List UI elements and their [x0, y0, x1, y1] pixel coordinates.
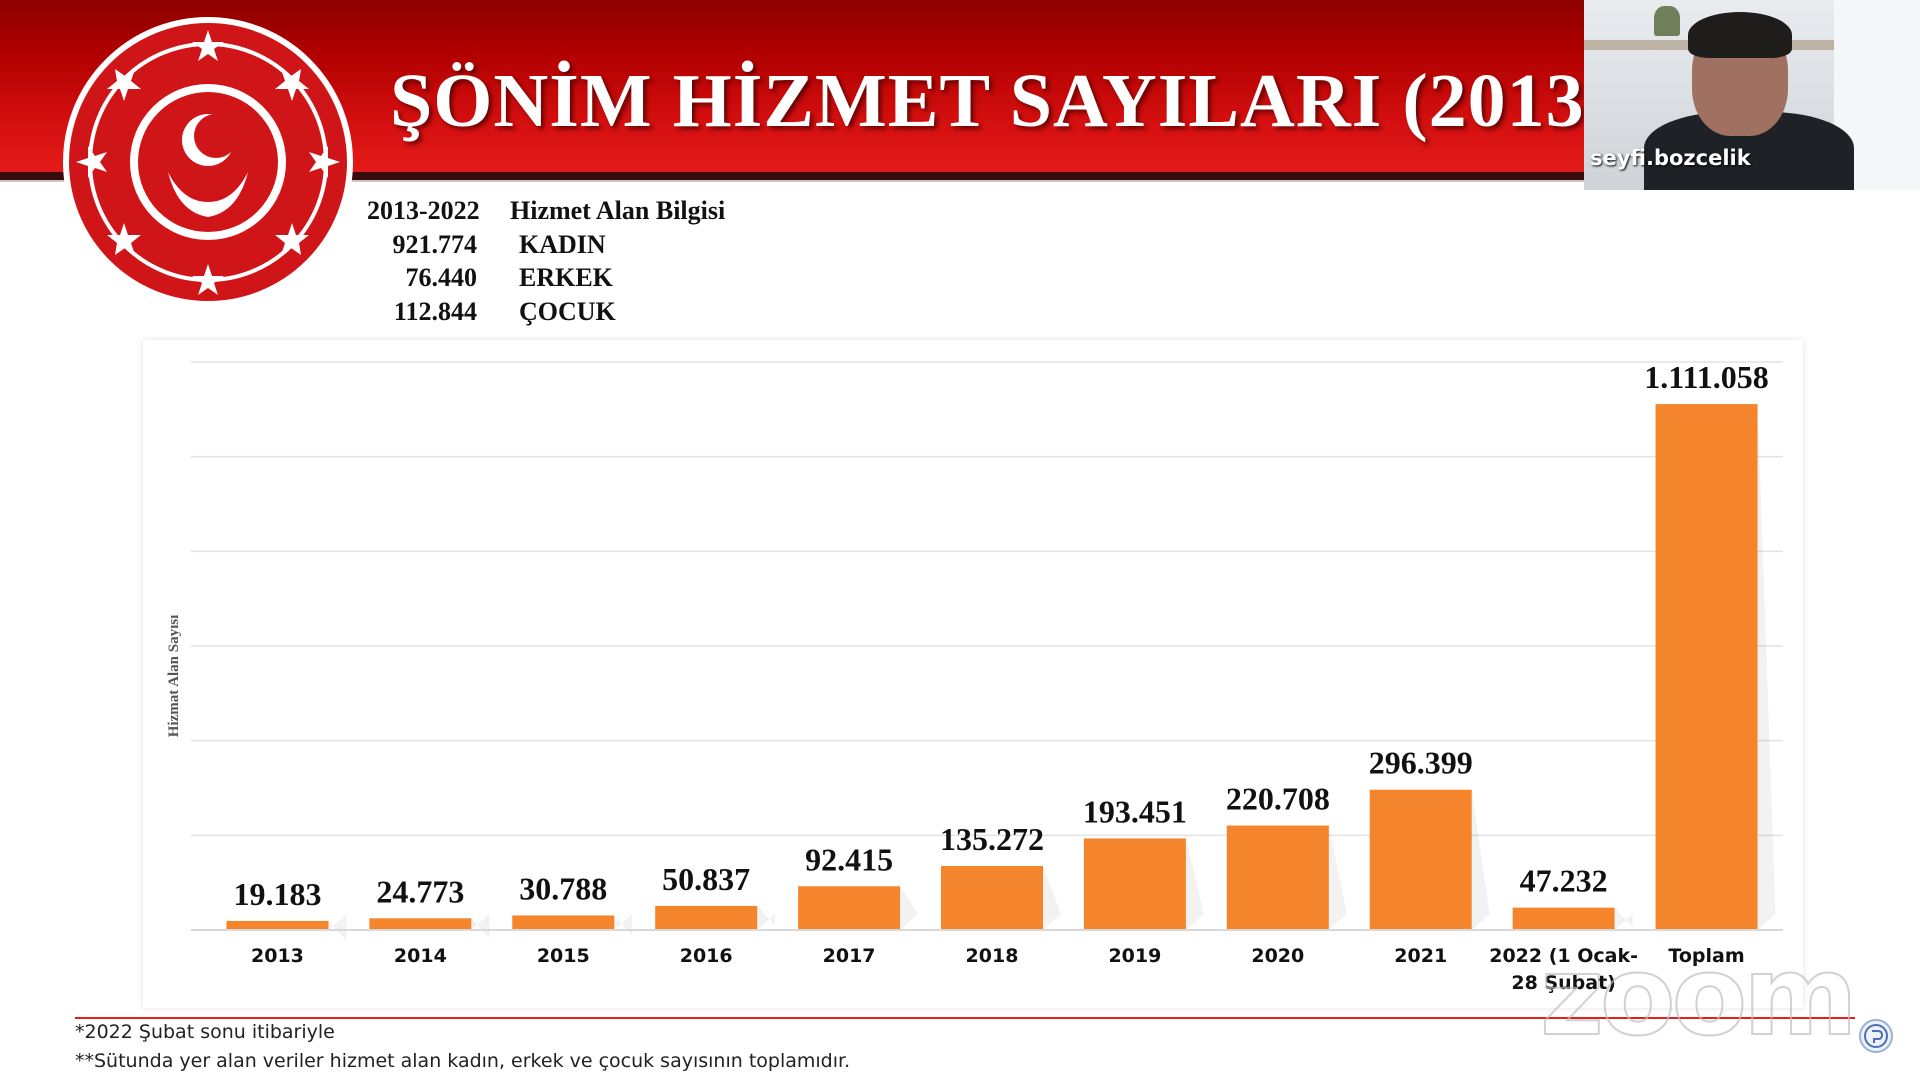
data-label: 30.788: [519, 870, 607, 906]
banner-divider: [0, 172, 1920, 180]
participant-hair: [1688, 12, 1792, 58]
info-label-cocuk: ÇOCUK: [519, 297, 616, 326]
bar-shadow: [1185, 838, 1204, 930]
x-tick-label: 2015: [537, 945, 590, 967]
bar-shadow: [1614, 907, 1633, 930]
x-tick-label: 2022 (1 Ocak-: [1489, 945, 1638, 967]
data-label: 296.399: [1369, 745, 1473, 781]
info-value-kadin: 921.774: [392, 230, 478, 259]
bar: [1083, 838, 1186, 930]
zoom-corner-icon[interactable]: [1858, 1018, 1894, 1054]
x-tick-label: 2016: [680, 945, 733, 967]
data-label: 47.232: [1520, 863, 1608, 899]
bar: [226, 920, 329, 930]
bar: [1655, 404, 1758, 930]
data-label: 193.451: [1083, 793, 1187, 829]
info-header-label: Hizmet Alan Bilgisi: [510, 196, 726, 225]
bar: [941, 865, 1043, 930]
x-tick-label: 2018: [966, 945, 1019, 967]
info-value-erkek: 76.440: [405, 263, 478, 292]
bar: [1226, 825, 1329, 930]
bar-shadow: [757, 905, 776, 930]
chart-container: Hizmat Alan Sayısı 19.183 2013 24.773 2014 30…: [143, 340, 1803, 1008]
bar-shadow: [1043, 865, 1061, 930]
participant-name: seyfi.bozcelik: [1590, 146, 1751, 170]
x-tick-label: 2020: [1251, 945, 1304, 967]
x-tick-label: 2021: [1394, 945, 1447, 967]
x-tick-label: 2017: [823, 945, 876, 967]
info-label-kadin: KADIN: [519, 230, 606, 259]
ministry-seal-logo: [63, 17, 353, 307]
x-tick-label: Toplam: [1668, 945, 1744, 967]
x-tick-label: 2014: [394, 945, 447, 967]
data-label: 92.415: [805, 841, 893, 877]
bar-shadow: [614, 914, 633, 936]
video-background-plant: [1654, 6, 1680, 36]
bar: [512, 915, 615, 930]
banner-divider-shadow: [0, 180, 1920, 182]
data-label: 220.708: [1226, 781, 1330, 817]
info-label-erkek: ERKEK: [519, 263, 613, 292]
x-tick-label: 2013: [251, 945, 304, 967]
bar-shadow: [900, 886, 919, 930]
participant-video-tile[interactable]: seyfi.bozcelik: [1584, 0, 1920, 190]
x-tick-label: 28 Şubat): [1511, 972, 1615, 994]
bar: [655, 905, 758, 930]
bar-shadow: [1757, 404, 1776, 930]
bar-shadow: [471, 914, 490, 939]
data-label: 135.272: [940, 821, 1044, 857]
bar-chart: Hizmat Alan Sayısı 19.183 2013 24.773 2014 30…: [166, 359, 1783, 994]
zoom-watermark: zoom: [1539, 931, 1859, 1061]
footer-divider: [75, 1017, 1855, 1019]
y-axis-label: Hizmat Alan Sayısı: [166, 615, 182, 738]
bar: [798, 886, 901, 930]
data-label: 24.773: [376, 873, 464, 909]
bar-shadow: [1328, 825, 1347, 930]
bar: [1512, 907, 1615, 930]
bar: [1369, 789, 1472, 930]
data-label: 1.111.058: [1644, 359, 1768, 395]
footnote-2: **Sütunda yer alan veriler hizmet alan k…: [75, 1050, 851, 1072]
slide-title: ŞÖNİM HİZMET SAYILARI (2013-20: [390, 59, 1689, 143]
data-label: 19.183: [233, 876, 321, 912]
footnote-1: *2022 Şubat sonu itibariyle: [75, 1021, 335, 1043]
bar-shadow: [1471, 789, 1490, 930]
info-value-cocuk: 112.844: [393, 297, 477, 326]
bar: [369, 918, 472, 930]
info-period: 2013-2022: [367, 196, 480, 225]
x-tick-label: 2019: [1108, 945, 1161, 967]
data-label: 50.837: [662, 861, 750, 897]
bar-shadow: [328, 914, 347, 941]
